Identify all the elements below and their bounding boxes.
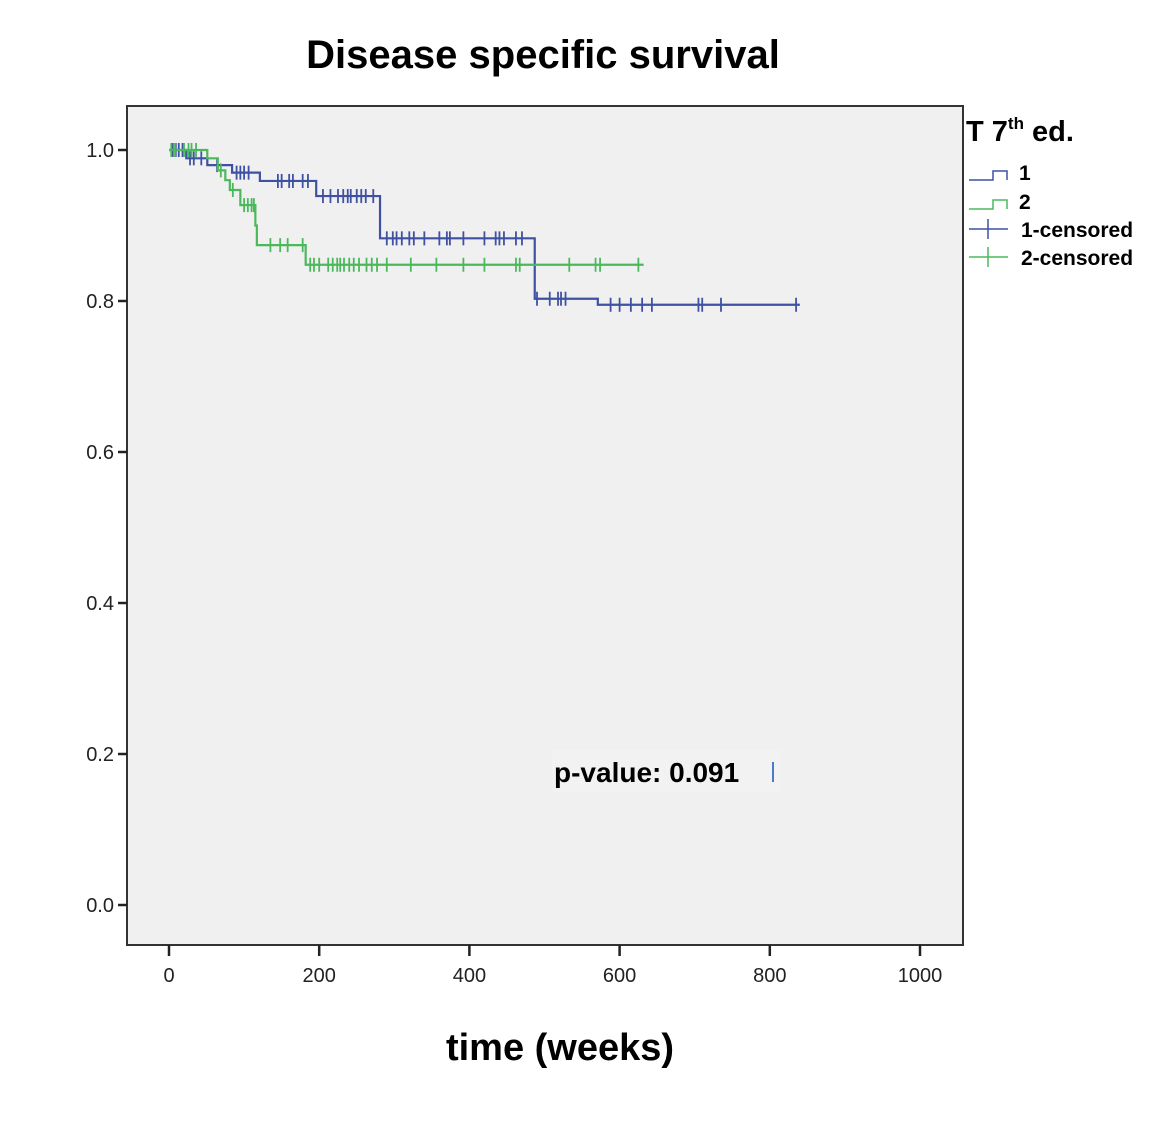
legend-title: T 7th ed. [966,114,1074,148]
y-tick-label: 0.8 [86,291,114,313]
series-2 [169,143,644,272]
legend-label-1-censored: 1-censored [1021,219,1133,242]
x-tick-label: 600 [603,965,636,987]
y-tick-label: 0.6 [86,442,114,464]
y-tick-label: 0.2 [86,744,114,766]
legend-title-sup: th [1008,114,1024,133]
legend-swatch-1 [969,170,1008,181]
y-axis: 0.0 0.2 0.4 0.6 0.8 1.0 [86,140,127,917]
x-tick-label: 0 [163,965,174,987]
series-layer [169,143,800,312]
legend-swatch-1-censored [969,219,1008,239]
y-tick-label: 0.0 [86,895,114,917]
x-tick-label: 400 [453,965,486,987]
legend-title-main: T 7 [966,116,1008,148]
plot-area [126,105,964,946]
legend: T 7th ed. 1 2 1-censored 2-censored [966,114,1133,270]
x-tick-label: 1000 [898,965,943,987]
text-cursor-mark [772,762,774,782]
survival-curve-1 [169,148,800,306]
x-tick-label: 200 [303,965,336,987]
chart-title: Disease specific survival [306,33,780,77]
p-value-annotation: p-value: 0.091 [554,757,739,788]
legend-swatch-2 [969,199,1008,210]
series-1 [169,143,800,312]
legend-label-2-censored: 2-censored [1021,247,1133,270]
y-tick-label: 0.4 [86,593,114,615]
x-tick-label: 800 [753,965,786,987]
legend-label-1: 1 [1019,162,1031,185]
x-axis: 0 200 400 600 800 1000 [163,945,942,987]
y-tick-label: 1.0 [86,140,114,162]
legend-title-end: ed. [1024,116,1074,148]
legend-label-2: 2 [1019,191,1031,214]
survival-curve-2 [169,148,644,266]
legend-swatch-2-censored [969,247,1008,267]
annotation-box [552,750,780,792]
x-axis-label: time (weeks) [446,1027,674,1069]
